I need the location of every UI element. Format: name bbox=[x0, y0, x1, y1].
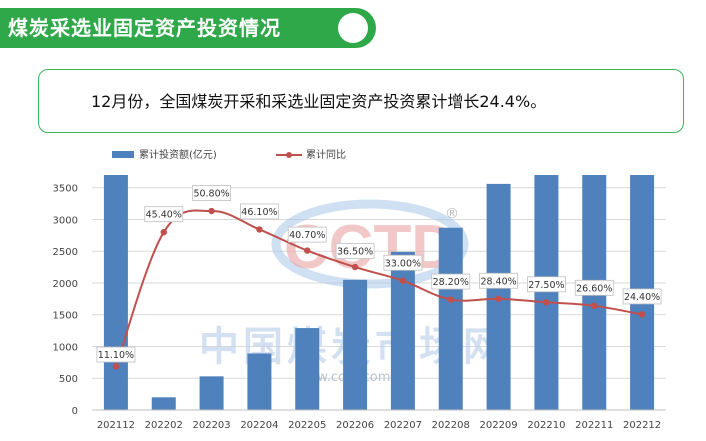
title-circle-icon bbox=[338, 13, 368, 43]
legend-bar-swatch bbox=[112, 151, 134, 158]
data-label: 50.80% bbox=[193, 189, 229, 200]
bar bbox=[534, 175, 559, 410]
x-tick-label: 202202 bbox=[145, 420, 183, 431]
data-label: 26.60% bbox=[576, 283, 612, 294]
data-label: 24.40% bbox=[624, 292, 660, 303]
line-point bbox=[591, 302, 598, 310]
x-axis: 202112 202202 202203 202204 202205 202206 2022… bbox=[92, 409, 666, 431]
data-label: 33.00% bbox=[385, 258, 421, 269]
x-tick-label: 202207 bbox=[384, 420, 422, 431]
y-tick-label: 500 bbox=[59, 374, 78, 385]
summary-box: 12月份，全国煤炭开采和采选业固定资产投资累计增长24.4%。 bbox=[38, 69, 684, 133]
x-tick-label: 202203 bbox=[192, 420, 230, 431]
x-tick-label: 202208 bbox=[432, 420, 470, 431]
x-tick-label: 202211 bbox=[575, 420, 613, 431]
data-label-box bbox=[240, 203, 279, 220]
y-tick-label: 0 bbox=[72, 406, 78, 417]
y-tick-label: 1500 bbox=[53, 311, 78, 322]
data-labels: 11.10% 45.40% 50.80% 46.10% 40.70% 36.50% 33.0… bbox=[96, 185, 662, 363]
data-label-box bbox=[96, 346, 136, 363]
legend: 累计投资额(亿元) 累计同比 bbox=[112, 148, 346, 161]
data-label: 11.10% bbox=[98, 350, 134, 361]
bar bbox=[438, 227, 463, 410]
line-point bbox=[112, 363, 120, 370]
data-label: 28.40% bbox=[480, 276, 516, 287]
data-label: 46.10% bbox=[241, 207, 277, 218]
x-tick-label: 202210 bbox=[527, 420, 565, 431]
legend-line-label: 累计同比 bbox=[306, 148, 346, 161]
bar bbox=[199, 376, 224, 410]
y-tick-label: 3000 bbox=[53, 215, 78, 226]
line-point bbox=[447, 296, 454, 303]
data-label: 45.40% bbox=[146, 210, 182, 221]
data-label-box bbox=[287, 226, 327, 243]
bar bbox=[247, 353, 272, 410]
data-label: 28.20% bbox=[433, 277, 469, 288]
data-label-box bbox=[335, 243, 375, 259]
y-tick-label: 2500 bbox=[53, 247, 78, 258]
x-tick-label: 202209 bbox=[479, 420, 517, 431]
line-point bbox=[304, 247, 311, 254]
data-label: 36.50% bbox=[337, 247, 373, 258]
line-point bbox=[399, 277, 407, 284]
title-banner: 煤炭采选业固定资产投资情况 bbox=[0, 8, 376, 48]
line-point bbox=[543, 299, 550, 306]
bar bbox=[343, 279, 368, 410]
bar bbox=[295, 328, 320, 410]
data-label-box bbox=[527, 276, 566, 293]
page-title: 煤炭采选业固定资产投资情况 bbox=[8, 16, 281, 40]
y-tick-label: 2000 bbox=[53, 279, 78, 290]
line-point bbox=[160, 228, 167, 236]
combo-chart: CCTD ® 中国煤炭市场网 www.cctd.com.cn 050010001… bbox=[53, 148, 666, 431]
line-series bbox=[112, 207, 646, 370]
legend-line-marker bbox=[286, 152, 292, 158]
bar-series bbox=[103, 175, 655, 410]
y-tick-label: 1000 bbox=[53, 342, 78, 353]
data-label-box bbox=[383, 254, 423, 271]
bar bbox=[151, 397, 176, 410]
legend-bar-label: 累计投资额(亿元) bbox=[139, 148, 217, 161]
data-label: 27.50% bbox=[528, 280, 564, 291]
x-tick-label: 202212 bbox=[623, 420, 661, 431]
line-point bbox=[208, 207, 215, 215]
data-label: 40.70% bbox=[289, 230, 325, 241]
data-label-box bbox=[192, 185, 231, 201]
line-point bbox=[495, 295, 502, 302]
data-label-box bbox=[431, 273, 471, 290]
x-tick-label: 202205 bbox=[288, 420, 326, 431]
bar bbox=[390, 251, 415, 410]
data-label-box bbox=[622, 288, 662, 305]
line-point bbox=[638, 311, 646, 318]
line-point bbox=[351, 263, 359, 271]
line-point bbox=[256, 226, 263, 233]
x-tick-label: 202206 bbox=[336, 420, 374, 431]
data-label-box bbox=[574, 279, 614, 296]
bar bbox=[103, 175, 128, 410]
y-axis: 0 500 1000 1500 2000 2500 3000 3500 bbox=[53, 184, 78, 417]
y-tick-label: 3500 bbox=[53, 184, 78, 195]
data-label-box bbox=[144, 206, 184, 223]
x-tick-label: 202204 bbox=[240, 420, 278, 431]
summary-text: 12月份，全国煤炭开采和采选业固定资产投资累计增长24.4%。 bbox=[91, 92, 547, 111]
x-tick-label: 202112 bbox=[97, 420, 135, 431]
data-label-box bbox=[479, 272, 518, 289]
